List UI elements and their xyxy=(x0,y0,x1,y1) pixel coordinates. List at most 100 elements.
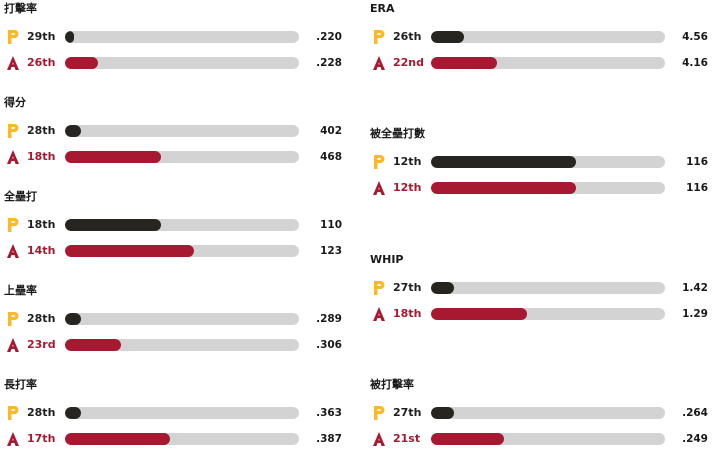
diamondbacks-bar-fill xyxy=(431,433,504,445)
diamondbacks-value: 123 xyxy=(320,245,342,257)
pirates-bar-track xyxy=(431,31,665,43)
diamondbacks-stat-row: 18th 1.29 xyxy=(370,306,710,322)
diamondbacks-bar-fill xyxy=(431,308,527,320)
diamondbacks-stat-row: 23rd .306 xyxy=(4,337,344,353)
stat-title: 被全壘打數 xyxy=(370,127,425,140)
stat-title: 得分 xyxy=(4,96,26,109)
pirates-bar-fill xyxy=(65,313,82,325)
pirates-rank: 12th xyxy=(393,155,422,168)
diamondbacks-bar-fill xyxy=(431,182,577,194)
diamondbacks-bar-fill xyxy=(65,151,161,163)
pirates-bar-track xyxy=(65,31,299,43)
pirates-bar-track xyxy=(65,219,299,231)
diamondbacks-bar-track xyxy=(65,245,299,257)
pirates-bar-track xyxy=(431,282,665,294)
diamondbacks-rank: 18th xyxy=(393,307,422,320)
diamondbacks-bar-fill xyxy=(65,245,194,257)
pirates-stat-row: 27th .264 xyxy=(370,405,710,421)
diamondbacks-bar-track xyxy=(431,308,665,320)
pirates-bar-fill xyxy=(65,407,82,419)
diamondbacks-a-logo-icon xyxy=(6,337,20,353)
stat-title: 被打擊率 xyxy=(370,378,414,391)
diamondbacks-value: .249 xyxy=(682,433,708,445)
pirates-value: 4.56 xyxy=(682,31,708,43)
diamondbacks-bar-fill xyxy=(431,57,497,69)
stat-slugging-percentage: 長打率 28th .363 17th .387 xyxy=(4,378,344,458)
diamondbacks-rank: 12th xyxy=(393,181,422,194)
pirates-value: 110 xyxy=(320,219,342,231)
pirates-bar-fill xyxy=(65,219,161,231)
stat-title: 打擊率 xyxy=(4,2,37,15)
diamondbacks-stat-row: 26th .228 xyxy=(4,55,344,71)
pirates-stat-row: 28th .363 xyxy=(4,405,344,421)
pirates-stat-row: 28th .289 xyxy=(4,311,344,327)
pirates-bar-fill xyxy=(431,31,464,43)
pirates-bar-track xyxy=(65,407,299,419)
diamondbacks-value: .387 xyxy=(316,433,342,445)
stat-batting-average: 打擊率 29th .220 26th .228 xyxy=(4,2,344,82)
pirates-bar-fill xyxy=(65,125,82,137)
diamondbacks-stat-row: 21st .249 xyxy=(370,431,710,447)
pirates-rank: 27th xyxy=(393,406,422,419)
pirates-stat-row: 27th 1.42 xyxy=(370,280,710,296)
pirates-rank: 28th xyxy=(27,312,56,325)
stat-home-runs-allowed: 被全壘打數 12th 116 12th 116 xyxy=(370,127,710,207)
pirates-bar-track xyxy=(65,125,299,137)
diamondbacks-a-logo-icon xyxy=(372,431,386,447)
pirates-rank: 29th xyxy=(27,30,56,43)
pirates-bar-fill xyxy=(431,407,455,419)
diamondbacks-bar-track xyxy=(431,182,665,194)
pirates-stat-row: 18th 110 xyxy=(4,217,344,233)
diamondbacks-stat-row: 14th 123 xyxy=(4,243,344,259)
pirates-value: 116 xyxy=(686,156,708,168)
diamondbacks-rank: 23rd xyxy=(27,338,56,351)
pirates-stat-row: 28th 402 xyxy=(4,123,344,139)
diamondbacks-bar-fill xyxy=(65,433,171,445)
diamondbacks-a-logo-icon xyxy=(6,149,20,165)
pirates-bar-fill xyxy=(65,31,75,43)
stat-title: ERA xyxy=(370,2,395,15)
diamondbacks-bar-track xyxy=(65,151,299,163)
pirates-value: .363 xyxy=(316,407,342,419)
stat-title: 全壘打 xyxy=(4,190,37,203)
pirates-bar-fill xyxy=(431,282,455,294)
pirates-rank: 28th xyxy=(27,406,56,419)
pirates-value: .289 xyxy=(316,313,342,325)
diamondbacks-bar-track xyxy=(431,433,665,445)
pirates-stat-row: 29th .220 xyxy=(4,29,344,45)
diamondbacks-bar-fill xyxy=(65,339,122,351)
stat-on-base-percentage: 上壘率 28th .289 23rd .306 xyxy=(4,284,344,364)
diamondbacks-rank: 17th xyxy=(27,432,56,445)
stat-home-runs: 全壘打 18th 110 14th 123 xyxy=(4,190,344,270)
pirates-p-logo-icon xyxy=(6,217,20,233)
pirates-p-logo-icon xyxy=(372,405,386,421)
pirates-value: .264 xyxy=(682,407,708,419)
diamondbacks-stat-row: 18th 468 xyxy=(4,149,344,165)
pirates-bar-fill xyxy=(431,156,577,168)
diamondbacks-a-logo-icon xyxy=(6,243,20,259)
pirates-p-logo-icon xyxy=(372,154,386,170)
diamondbacks-bar-fill xyxy=(65,57,98,69)
pirates-bar-track xyxy=(431,407,665,419)
pirates-bar-track xyxy=(431,156,665,168)
pirates-stat-row: 12th 116 xyxy=(370,154,710,170)
diamondbacks-bar-track xyxy=(65,339,299,351)
pirates-p-logo-icon xyxy=(6,123,20,139)
pirates-value: 402 xyxy=(320,125,342,137)
diamondbacks-rank: 26th xyxy=(27,56,56,69)
diamondbacks-stat-row: 17th .387 xyxy=(4,431,344,447)
pirates-value: 1.42 xyxy=(682,282,708,294)
stat-opponent-batting-average: 被打擊率 27th .264 21st .249 xyxy=(370,378,710,458)
diamondbacks-bar-track xyxy=(65,57,299,69)
pirates-p-logo-icon xyxy=(372,29,386,45)
stat-runs: 得分 28th 402 18th 468 xyxy=(4,96,344,176)
diamondbacks-a-logo-icon xyxy=(6,55,20,71)
stat-title: 上壘率 xyxy=(4,284,37,297)
diamondbacks-value: 4.16 xyxy=(682,57,708,69)
stat-title: WHIP xyxy=(370,253,404,266)
pirates-rank: 28th xyxy=(27,124,56,137)
diamondbacks-rank: 14th xyxy=(27,244,56,257)
diamondbacks-a-logo-icon xyxy=(372,55,386,71)
diamondbacks-stat-row: 12th 116 xyxy=(370,180,710,196)
pirates-bar-track xyxy=(65,313,299,325)
